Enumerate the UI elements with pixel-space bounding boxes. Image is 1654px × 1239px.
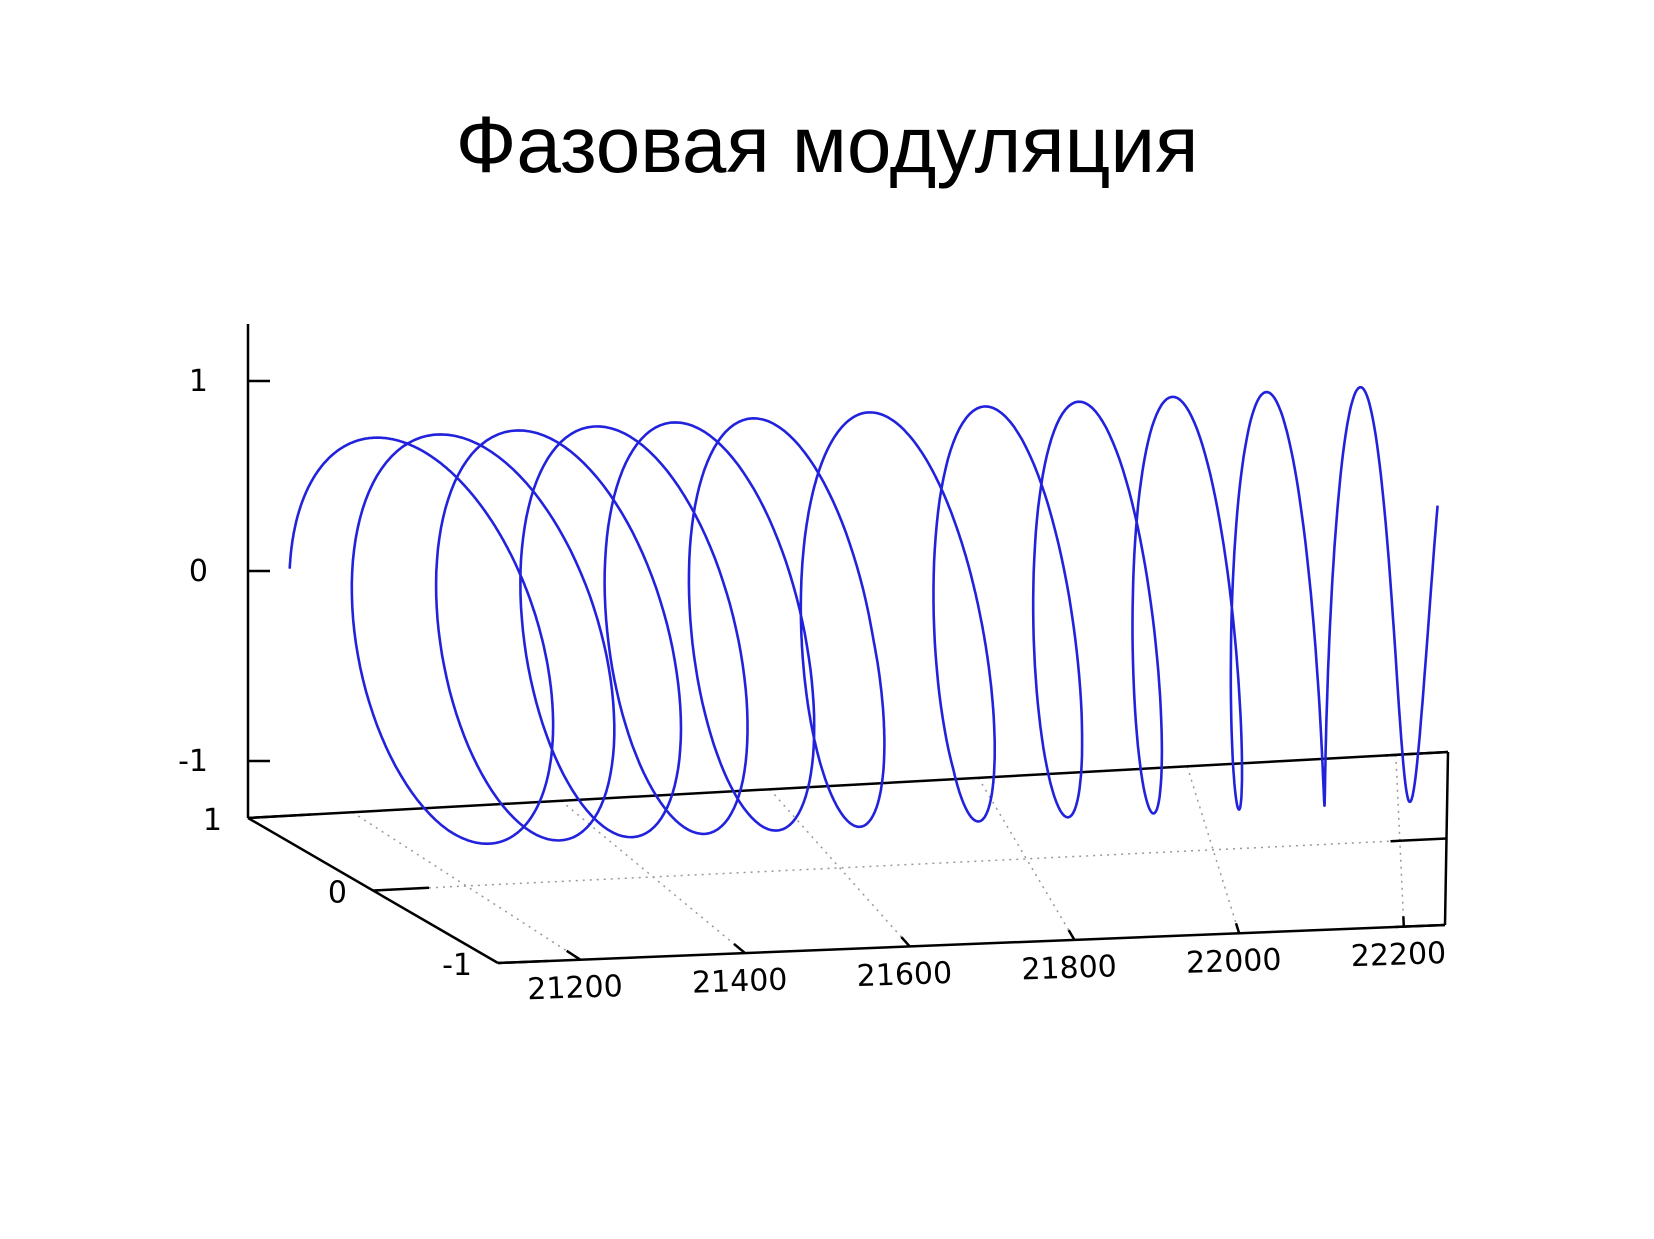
x-tick-22000 (1234, 922, 1241, 934)
series-layer (288, 386, 1439, 845)
y-tick-right-0 (1390, 837, 1447, 843)
y-tick-label: 1 (203, 803, 222, 838)
x-tick-label: 21200 (527, 969, 624, 1007)
z-tick-label: 1 (189, 364, 208, 399)
y-tick-right--1 (1395, 923, 1446, 929)
y-tick-0 (372, 886, 430, 892)
x-tick-21200 (565, 949, 582, 961)
z-tick-label: -1 (178, 744, 208, 779)
slide-title: Фазовая модуляция (455, 100, 1199, 189)
y-tick-label: -1 (442, 948, 472, 983)
grid-line-y-0 (372, 837, 1447, 892)
x-tick-label: 22000 (1185, 943, 1282, 981)
x-tick-21800 (1067, 929, 1076, 941)
grid-line-x-21200 (351, 811, 581, 961)
grid-line-x-22000 (1186, 766, 1240, 934)
grid-line-x-21800 (977, 777, 1076, 941)
x-tick-21600 (900, 936, 911, 948)
x-axis-line (497, 923, 1446, 965)
x-tick-label: 21600 (856, 956, 953, 994)
x-tick-label: 21800 (1021, 949, 1118, 987)
y-tick-right-1 (1385, 750, 1449, 757)
tick-labels: -1 0 1 21200 21400 21600 21800 22000 22200 -1 0 1 (178, 364, 1447, 1007)
y-tick-label: 0 (328, 876, 347, 911)
grid-line-x-21600 (769, 788, 911, 947)
series-helix-1 (288, 386, 1439, 845)
z-tick-label: 0 (189, 554, 208, 589)
x-tick-21400 (733, 942, 746, 955)
y-tick--1 (497, 959, 548, 965)
tick-marks (247, 379, 1449, 965)
back-base-edge (247, 750, 1449, 820)
x-tick-label: 22200 (1350, 936, 1447, 974)
x-tick-label: 21400 (691, 962, 788, 1000)
y-tick-1 (247, 813, 311, 820)
